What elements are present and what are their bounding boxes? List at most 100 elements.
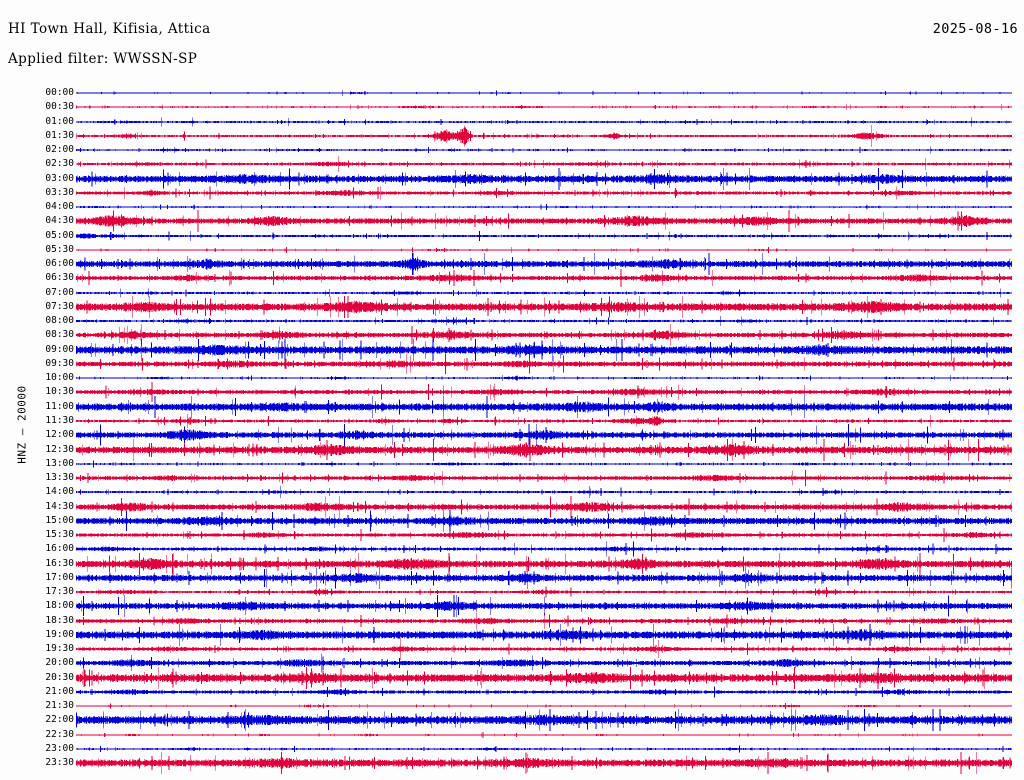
- helicorder-row: 05:00: [0, 230, 1024, 245]
- trace-svg: [76, 230, 1012, 241]
- time-tick-label: 04:30: [45, 215, 74, 227]
- trace-svg: [76, 124, 1012, 147]
- trace-svg: [76, 104, 1012, 111]
- trace-svg: [76, 324, 1012, 347]
- time-tick-label: 06:00: [45, 258, 74, 270]
- time-tick-label: 11:00: [45, 400, 74, 412]
- time-tick-label: 09:30: [45, 357, 74, 369]
- seismic-trace: [76, 352, 1012, 376]
- time-tick-label: 01:30: [45, 129, 74, 141]
- seismic-trace: [76, 552, 1012, 576]
- time-tick-label: 13:30: [45, 472, 74, 484]
- seismic-trace: [76, 195, 1012, 219]
- time-tick-label: 07:30: [45, 300, 74, 312]
- trace-svg: [76, 495, 1012, 518]
- helicorder-row: 23:00: [0, 743, 1024, 758]
- trace-svg: [76, 210, 1012, 233]
- seismic-trace: [76, 252, 1012, 276]
- trace-svg: [76, 528, 1012, 542]
- time-tick-label: 10:00: [45, 372, 74, 384]
- helicorder-row: 02:00: [0, 145, 1024, 159]
- trace-svg: [76, 246, 1012, 254]
- trace-svg: [76, 731, 1012, 738]
- helicorder-row: 20:30: [0, 666, 1024, 689]
- helicorder-row: 19:00: [0, 623, 1024, 646]
- trace-svg: [76, 438, 1012, 461]
- trace-svg: [76, 486, 1012, 499]
- seismic-trace: [76, 167, 1012, 191]
- seismic-trace: [76, 723, 1012, 747]
- helicorder-row: 02:30: [0, 156, 1024, 173]
- time-tick-label: 03:00: [45, 172, 74, 184]
- trace-svg: [76, 586, 1012, 598]
- helicorder-row: 08:00: [0, 316, 1024, 330]
- helicorder-row: 12:00: [0, 424, 1024, 447]
- trace-svg: [76, 460, 1012, 468]
- helicorder-row: 14:30: [0, 495, 1024, 518]
- trace-svg: [76, 566, 1012, 589]
- trace-svg: [76, 253, 1012, 276]
- seismic-trace: [76, 751, 1012, 775]
- time-tick-label: 14:00: [45, 486, 74, 498]
- time-tick-label: 17:30: [45, 586, 74, 598]
- helicorder-plot: 00:00 00:30 01:00 01:30 02:00 02:30 03:00 03:30…: [0, 78, 1024, 778]
- helicorder-row: 07:30: [0, 295, 1024, 318]
- trace-svg: [76, 509, 1012, 532]
- time-tick-label: 20:30: [45, 671, 74, 683]
- time-tick-label: 00:30: [45, 101, 74, 113]
- time-tick-label: 22:30: [45, 728, 74, 740]
- seismic-trace: [76, 480, 1012, 504]
- helicorder-row: 00:00: [0, 88, 1024, 102]
- seismic-trace: [76, 224, 1012, 248]
- time-tick-label: 13:00: [45, 457, 74, 469]
- helicorder-row: 17:00: [0, 566, 1024, 589]
- trace-svg: [76, 469, 1012, 487]
- seismic-trace: [76, 566, 1012, 590]
- time-tick-label: 08:00: [45, 315, 74, 327]
- helicorder-row: 16:00: [0, 541, 1024, 558]
- time-tick-label: 17:00: [45, 571, 74, 583]
- seismic-trace: [76, 409, 1012, 433]
- seismic-trace: [76, 466, 1012, 490]
- time-tick-label: 16:00: [45, 543, 74, 555]
- time-tick-label: 12:30: [45, 443, 74, 455]
- time-tick-label: 08:30: [45, 329, 74, 341]
- seismic-trace: [76, 309, 1012, 333]
- time-tick-label: 02:00: [45, 144, 74, 156]
- trace-svg: [76, 413, 1012, 429]
- helicorder-row: 14:00: [0, 486, 1024, 501]
- time-tick-label: 19:00: [45, 628, 74, 640]
- seismic-trace: [76, 623, 1012, 647]
- helicorder-row: 19:30: [0, 638, 1024, 661]
- time-tick-label: 06:30: [45, 272, 74, 284]
- seismic-trace: [76, 366, 1012, 390]
- trace-svg: [76, 316, 1012, 327]
- trace-svg: [76, 186, 1012, 200]
- seismic-trace: [76, 452, 1012, 476]
- time-tick-label: 05:30: [45, 243, 74, 255]
- helicorder-row: 18:30: [0, 612, 1024, 630]
- time-tick-label: 21:30: [45, 700, 74, 712]
- trace-svg: [76, 395, 1012, 418]
- helicorder-row: 11:30: [0, 413, 1024, 430]
- time-tick-label: 10:30: [45, 386, 74, 398]
- helicorder-row: 22:30: [0, 728, 1024, 744]
- trace-svg: [76, 353, 1012, 374]
- helicorder-row: 20:00: [0, 653, 1024, 673]
- helicorder-row: 11:00: [0, 395, 1024, 418]
- trace-svg: [76, 623, 1012, 646]
- seismic-trace: [76, 495, 1012, 519]
- helicorder-row: 04:30: [0, 210, 1024, 233]
- seismic-trace: [76, 323, 1012, 347]
- helicorder-row: 05:30: [0, 243, 1024, 259]
- helicorder-row: 17:30: [0, 586, 1024, 601]
- helicorder-row: 13:00: [0, 457, 1024, 473]
- helicorder-row: 06:30: [0, 269, 1024, 288]
- helicorder-row: 09:00: [0, 338, 1024, 361]
- time-tick-label: 03:30: [45, 186, 74, 198]
- trace-svg: [76, 595, 1012, 618]
- seismic-trace: [76, 737, 1012, 761]
- seismic-trace: [76, 609, 1012, 633]
- helicorder-row: 15:30: [0, 528, 1024, 544]
- time-tick-label: 19:30: [45, 643, 74, 655]
